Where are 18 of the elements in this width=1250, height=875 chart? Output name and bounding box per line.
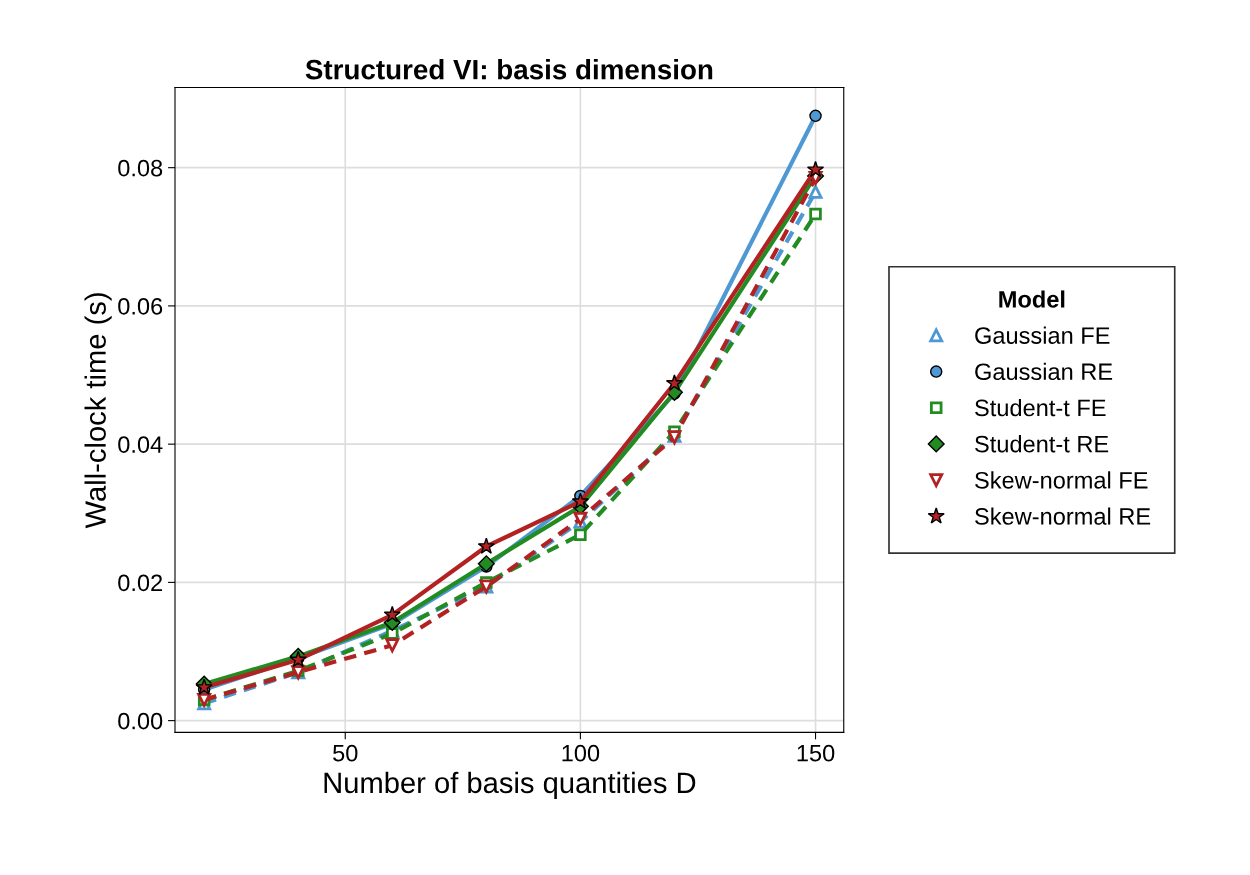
y-tick-label: 0.04 bbox=[118, 436, 163, 453]
x-tick-label: 150 bbox=[797, 744, 835, 762]
x-tick-label: 100 bbox=[562, 744, 600, 762]
y-tick-label: 0.02 bbox=[118, 574, 163, 592]
legend-label: Gaussian FE bbox=[975, 326, 1110, 344]
x-tick-label: 50 bbox=[333, 744, 358, 762]
legend-label: Gaussian RE bbox=[975, 362, 1113, 381]
legend-label: Skew-normal RE bbox=[975, 507, 1151, 525]
y-axis-title: Wall-clock time (s) bbox=[84, 293, 112, 529]
y-tick-label: 0.06 bbox=[118, 297, 163, 315]
legend-title: Model bbox=[999, 290, 1065, 308]
y-tick-label: 0.00 bbox=[118, 712, 163, 730]
y-tick-label: 0.08 bbox=[118, 159, 163, 177]
x-axis-title: Number of basis quantities D bbox=[324, 771, 696, 799]
legend-label: Student-t RE bbox=[975, 435, 1109, 453]
chart-title: Structured VI: basis dimension bbox=[305, 59, 713, 80]
legend-label: Skew-normal FE bbox=[975, 471, 1148, 489]
legend-label: Student-t FE bbox=[975, 398, 1106, 417]
